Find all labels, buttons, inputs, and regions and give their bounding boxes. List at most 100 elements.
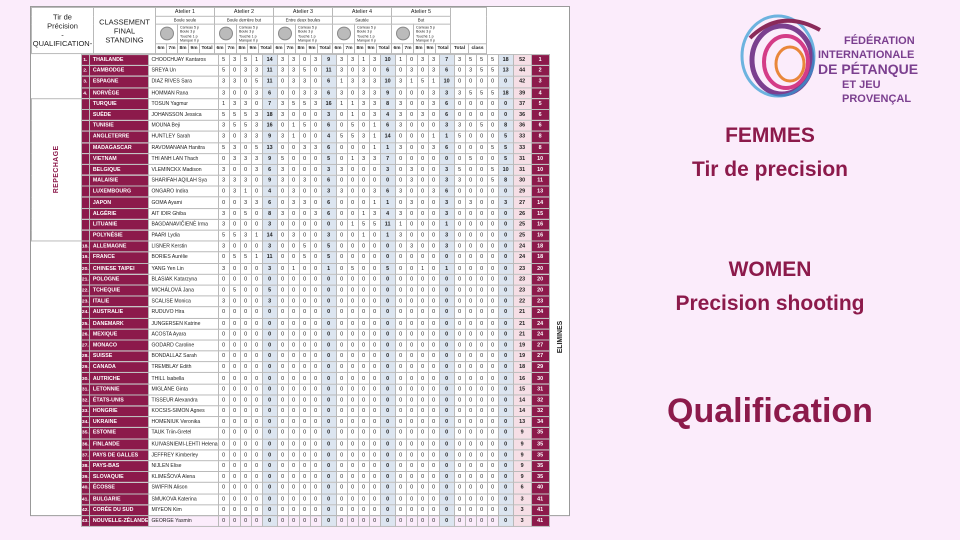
score-cell: 0	[394, 405, 407, 418]
score-cell: 0	[394, 251, 407, 264]
score-cell: 0	[357, 119, 370, 132]
score-cell: 3	[228, 174, 241, 187]
score-cell: 0	[287, 493, 300, 506]
player-cell: GEORGE Yasmin	[148, 515, 219, 527]
right-panel: FÉDÉRATION INTERNATIONALE DE PÉTANQUE ET…	[580, 0, 960, 540]
score-cell: 3	[228, 152, 241, 165]
atelier-total-cell: 8	[261, 207, 278, 220]
atelier-total-cell: 0	[379, 504, 396, 517]
score-cell: 0	[276, 251, 289, 264]
score-cell: 0	[357, 185, 370, 198]
score-cell: 0	[416, 152, 429, 165]
score-cell: 0	[357, 405, 370, 418]
score-cell: 0	[309, 471, 322, 484]
rank-cell: 21.	[80, 273, 90, 286]
score-cell: 0	[309, 317, 322, 330]
score-cell: 0	[416, 328, 429, 341]
score-cell: 0	[486, 306, 499, 319]
score-cell: 0	[239, 295, 252, 308]
country-cell: NORVÈGE	[88, 86, 150, 99]
score-cell: 0	[416, 339, 429, 352]
score-cell: 0	[368, 383, 381, 396]
score-cell: 0	[276, 76, 289, 88]
rank-cell: 20.	[80, 262, 90, 275]
table-row: SUÈDE JOHANSSON Jessica 5 5 5 3 18 3 0 0 0 3 0 1 0 3 4 3 0…	[32, 108, 550, 121]
atelier-total-cell: 5	[497, 130, 514, 143]
score-cell: 0	[335, 317, 348, 330]
score-cell: 0	[228, 383, 241, 396]
class-cell: 29	[530, 361, 550, 374]
score-cell: 0	[427, 240, 440, 253]
score-cell: 0	[239, 317, 252, 330]
score-cell: 0	[453, 108, 466, 121]
score-cell: 1	[287, 262, 300, 275]
grand-total-cell: 19	[512, 350, 532, 363]
class-cell: 20	[530, 262, 550, 275]
score-cell: 1	[346, 152, 359, 165]
logo-graphic	[740, 14, 821, 98]
score-cell: 0	[357, 262, 370, 275]
atelier-total-cell: 6	[438, 65, 455, 78]
score-cell: 0	[298, 350, 311, 363]
score-cell: 3	[464, 65, 477, 78]
atelier-total-cell: 3	[438, 163, 455, 176]
atelier-total-cell: 3	[438, 196, 455, 209]
score-cell: 0	[250, 493, 263, 506]
score-cell: 0	[368, 405, 381, 418]
table-row: 18. ALLEMAGNE LISNER Kerstin 3 0 0 0 3 0 0 5 0 5 0 0 0 0…	[32, 240, 550, 253]
score-cell: 0	[346, 185, 359, 198]
score-cell: 0	[287, 350, 300, 363]
score-cell: 0	[357, 361, 370, 374]
score-cell: 0	[464, 130, 477, 143]
atelier-total-cell: 3	[320, 229, 337, 242]
grand-total-cell: 18	[512, 361, 532, 374]
rank-cell: 32.	[80, 394, 90, 407]
score-cell: 0	[464, 416, 477, 429]
score-cell: 3	[239, 97, 252, 110]
score-cell: 3	[309, 54, 322, 67]
score-cell: 0	[276, 306, 289, 319]
player-cell: BAGDANAVIČIENĖ Irma	[148, 218, 219, 231]
grand-total-cell: 14	[512, 394, 532, 407]
table-row: TUNISIE MOUNA Beji 3 5 5 3 16 0 1 5 0 6 0 5 0 1 6 3 0 0 0 3 3 0…	[32, 119, 550, 132]
score-cell: 0	[368, 163, 381, 176]
player-cell: TAUK Triin-Gretel	[148, 427, 219, 440]
atelier-rules: Carreau 5 p Boule 3 p Touché 1 p Manqué 0 p	[413, 23, 451, 45]
score-cell: 0	[427, 229, 440, 242]
score-cell: 0	[405, 218, 418, 231]
score-cell: 0	[309, 416, 322, 429]
class-cell: 40	[530, 482, 550, 495]
atelier-total-cell: 1	[379, 141, 396, 154]
score-cell: 0	[464, 163, 477, 176]
score-cell: 3	[427, 65, 440, 78]
score-cell: 0	[335, 251, 348, 264]
score-cell: 0	[298, 515, 311, 527]
score-cell: 0	[368, 262, 381, 275]
score-cell: 3	[239, 65, 252, 78]
score-cell: 0	[239, 394, 252, 407]
score-cell: 1	[250, 251, 263, 264]
score-cell: 3	[287, 54, 300, 67]
score-cell: 0	[475, 229, 488, 242]
score-cell: 0	[357, 317, 370, 330]
score-cell: 1	[346, 97, 359, 110]
score-cell: 0	[357, 163, 370, 176]
score-cell: 0	[486, 97, 499, 110]
atelier-diagram	[155, 23, 178, 45]
score-cell: 0	[309, 295, 322, 308]
score-cell: 0	[309, 65, 322, 78]
atelier-total-cell: 18	[497, 54, 514, 67]
score-cell: 5	[239, 108, 252, 121]
score-cell: 0	[416, 493, 429, 506]
score-cell: 3	[228, 54, 241, 67]
score-cell: 0	[357, 416, 370, 429]
atelier-total-cell: 0	[320, 471, 337, 484]
score-cell: 0	[250, 449, 263, 462]
score-cell: 3	[228, 76, 241, 88]
atelier-diagram	[391, 23, 414, 45]
score-cell: 0	[346, 438, 359, 451]
score-cell: 3	[276, 54, 289, 67]
score-cell: 0	[405, 130, 418, 143]
score-cell: 0	[287, 163, 300, 176]
score-cell: 0	[217, 394, 230, 407]
